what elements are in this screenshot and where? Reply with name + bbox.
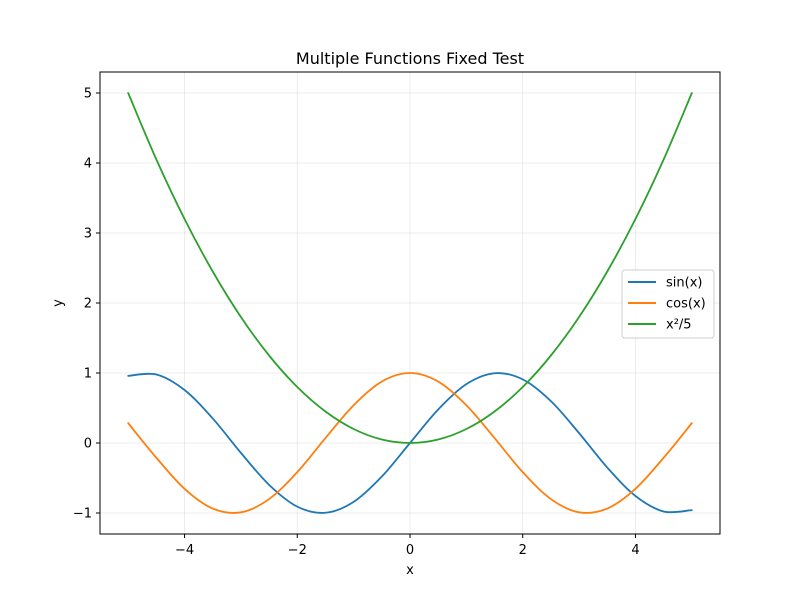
grid (100, 72, 720, 534)
x-tick-label: 2 (519, 543, 527, 558)
x-tick-label: −4 (175, 543, 194, 558)
legend-box (621, 269, 715, 339)
legend: sin(x) cos(x) x²/5 (621, 269, 715, 339)
x-tick-label: 4 (631, 543, 639, 558)
y-tick-label: 4 (84, 157, 92, 172)
legend-label-3: x²/5 (666, 318, 692, 333)
x-tick-label: −2 (288, 543, 307, 558)
axis-ticks: −4 −2 0 2 4 −1 0 1 2 3 4 5 (73, 87, 640, 559)
series-line-3 (127, 92, 693, 444)
y-tick-label: 0 (84, 437, 92, 452)
y-tick-label: 5 (84, 87, 92, 102)
y-tick-label: −1 (73, 507, 92, 522)
chart-title: Multiple Functions Fixed Test (296, 49, 524, 68)
y-tick-label: 3 (84, 227, 92, 242)
legend-label-2: cos(x) (666, 297, 706, 312)
series-line-2 (127, 372, 693, 514)
y-tick-label: 1 (84, 367, 92, 382)
series-lines (127, 92, 693, 514)
legend-label-1: sin(x) (666, 276, 702, 291)
y-tick-label: 2 (84, 297, 92, 312)
y-axis-label: y (51, 299, 66, 307)
x-axis-label: x (406, 563, 414, 578)
x-tick-label: 0 (406, 543, 414, 558)
